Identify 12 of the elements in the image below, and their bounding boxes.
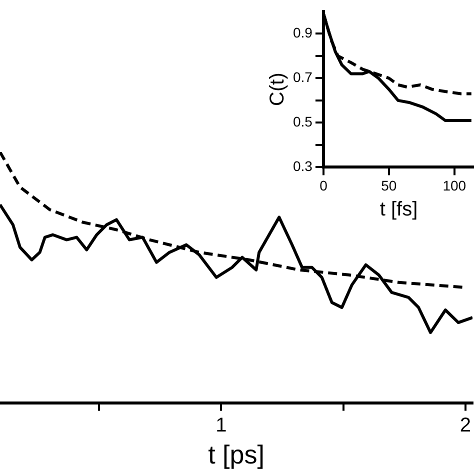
x-tick-label: 0 [320, 177, 328, 194]
y-tick-label: 0.5 [292, 114, 313, 130]
x-tick-label: 100 [442, 177, 466, 194]
y-tick-label: 0.3 [292, 158, 313, 174]
x-tick-label: 2 [460, 414, 471, 436]
y-tick-label: 0.9 [292, 24, 313, 41]
y-tick-label: 0.7 [292, 69, 313, 86]
y-axis-title: C(t) [266, 72, 289, 106]
x-tick-label: 1 [216, 414, 227, 436]
x-tick-label: 50 [381, 177, 397, 194]
x-axis-title: t [ps] [208, 440, 264, 470]
x-axis-title: t [fs] [380, 198, 418, 221]
